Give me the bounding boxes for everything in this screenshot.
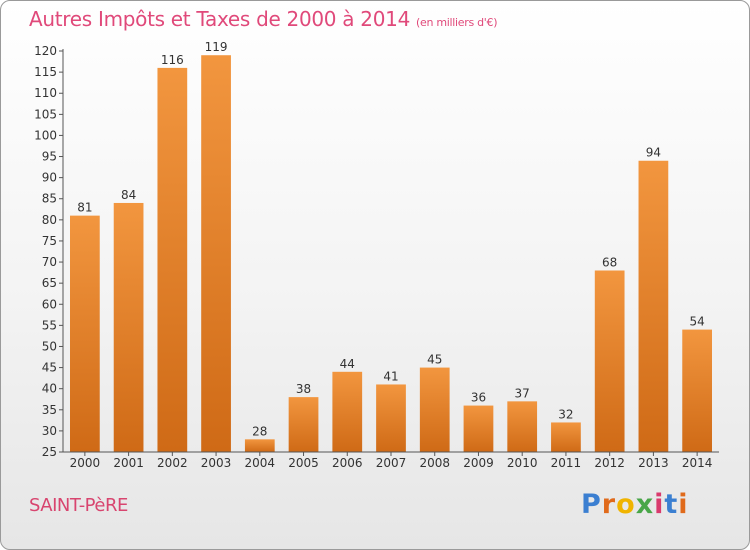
y-tick-label: 25 [42,445,57,459]
bar-2001 [113,202,144,452]
logo-letter: i [654,489,665,520]
bars: 81 84 116 119 28 38 44 41 45 36 37 32 68 94 54 [69,40,713,452]
data-label-2005: 38 [296,382,311,396]
data-label-2000: 81 [77,201,92,215]
bar-2000 [69,215,100,452]
y-tick-label: 80 [42,213,57,227]
bar-2009 [463,405,494,452]
data-label-2007: 41 [383,369,398,383]
x-tick-label-2011: 2011 [551,456,582,470]
x-tick-label-2010: 2010 [507,456,538,470]
logo-letter: x [635,489,655,520]
x-tick-label-2001: 2001 [113,456,144,470]
bar-2002 [157,67,188,452]
chart-title: Autres Impôts et Taxes de 2000 à 2014 (en… [29,7,497,31]
x-tick-label-2008: 2008 [419,456,450,470]
y-tick-label: 115 [34,65,57,79]
y-tick-label: 70 [42,255,57,269]
x-tick-label-2005: 2005 [288,456,319,470]
x-axis: 2000 2001 2002 2003 2004 2005 2006 2007 2008 2009… [63,451,719,470]
y-tick-label: 65 [42,276,57,290]
bar-2006 [332,371,363,452]
x-tick-label-2012: 2012 [594,456,625,470]
y-tick-label: 85 [42,192,57,206]
bar-2012 [594,270,625,452]
logo-letter: o [616,489,636,520]
x-tick-label-2006: 2006 [332,456,363,470]
data-label-2008: 45 [427,353,442,367]
data-label-2014: 54 [689,315,704,329]
y-tick-label: 30 [42,424,57,438]
y-axis: 25 30 35 40 45 50 55 60 65 70 75 80 85 90 95 100 105 110 1… [34,44,64,459]
x-tick-label-2007: 2007 [376,456,407,470]
data-label-2012: 68 [602,255,617,269]
data-label-2003: 119 [205,40,228,54]
bar-2005 [288,397,319,452]
x-tick-label-2014: 2014 [682,456,713,470]
x-tick-label-2004: 2004 [245,456,276,470]
bar-2014 [682,329,713,452]
y-tick-label: 50 [42,339,57,353]
data-label-2006: 44 [340,357,355,371]
bar-2010 [507,401,538,452]
x-tick-label-2000: 2000 [70,456,101,470]
y-tick-label: 100 [34,128,57,142]
data-label-2004: 28 [252,424,267,438]
chart-title-text: Autres Impôts et Taxes de 2000 à 2014 [29,7,410,31]
y-tick-label: 55 [42,318,57,332]
logo-letter: r [601,489,617,520]
x-tick-label-2003: 2003 [201,456,232,470]
y-tick-label: 95 [42,150,57,164]
logo-letter: t [664,489,679,520]
data-label-2001: 84 [121,188,136,202]
bar-2004 [244,439,275,452]
bar-2003 [201,55,231,452]
data-label-2010: 37 [515,386,530,400]
y-tick-label: 105 [34,107,57,121]
y-tick-label: 60 [42,297,57,311]
proxiti-logo: Proxiti [581,489,689,520]
x-tick-label-2002: 2002 [157,456,188,470]
chart-subtitle: (en milliers d'€) [416,16,498,29]
bar-2013 [638,160,669,452]
bar-2011 [551,422,581,452]
x-tick-label-2013: 2013 [638,456,669,470]
logo-letter: P [581,489,602,520]
y-tick-label: 35 [42,403,57,417]
y-tick-label: 90 [42,171,57,185]
y-tick-label: 40 [42,382,57,396]
y-tick-label: 45 [42,361,57,375]
x-tick-label-2009: 2009 [463,456,494,470]
bar-2007 [376,384,406,452]
y-tick-label: 120 [34,44,57,58]
y-tick-label: 110 [34,86,57,100]
y-tick-label: 75 [42,234,57,248]
logo-letter: i [678,489,689,520]
data-label-2009: 36 [471,391,486,405]
data-label-2002: 116 [161,53,184,67]
data-label-2013: 94 [646,146,661,160]
commune-name: SAINT-PèRE [29,495,128,516]
data-label-2011: 32 [558,407,573,421]
bar-2008 [419,367,450,452]
